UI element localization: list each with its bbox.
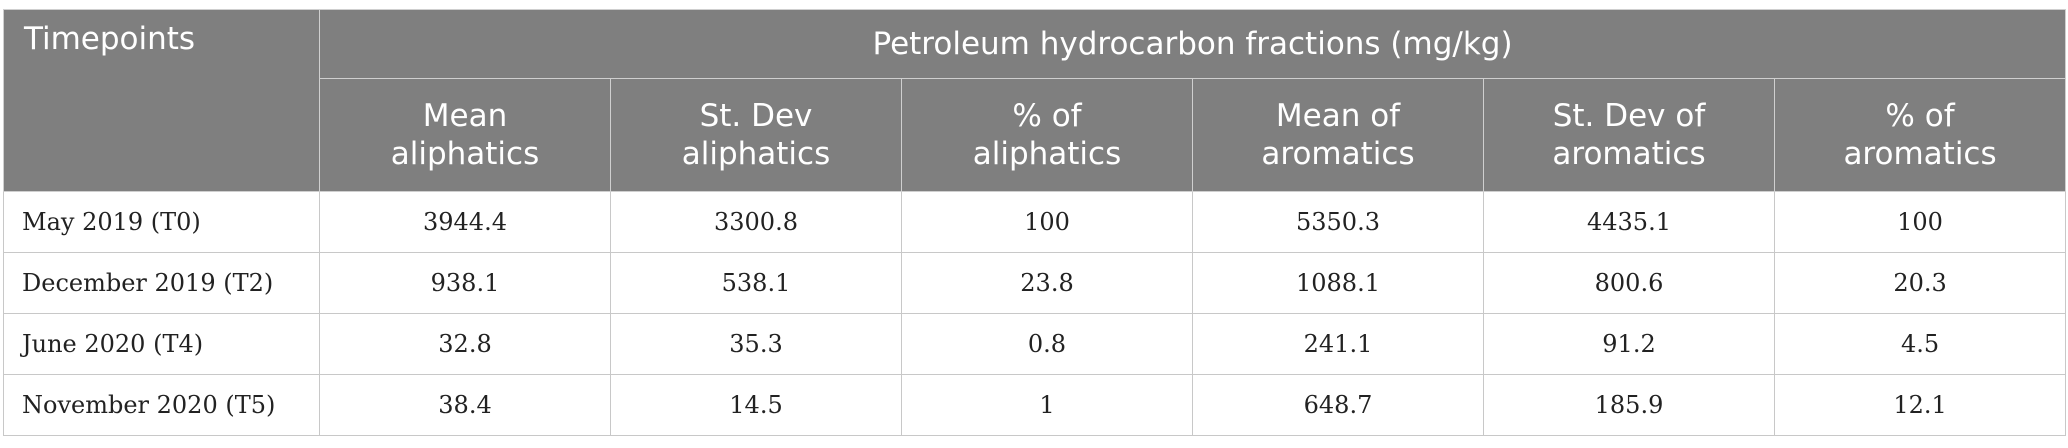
table-cell: 1088.1 xyxy=(1192,252,1484,314)
table-cell: 538.1 xyxy=(610,252,902,314)
column-header: Mean of aromatics xyxy=(1192,78,1484,192)
column-header: % of aromatics xyxy=(1773,78,2067,192)
table-cell: 1 xyxy=(901,374,1193,436)
table-wrap: Timepoints Petroleum hydrocarbon fractio… xyxy=(3,9,2067,436)
column-header: Mean aliphatics xyxy=(319,78,611,192)
table-cell: 648.7 xyxy=(1192,374,1484,436)
row-label: June 2020 (T4) xyxy=(3,313,320,375)
table-cell: 23.8 xyxy=(901,252,1193,314)
table-cell: 35.3 xyxy=(610,313,902,375)
header-cell: Timepoints xyxy=(3,9,320,192)
table-cell: 4.5 xyxy=(1773,313,2067,375)
table-row: November 2020 (T5) 38.4 14.5 1 648.7 185.9 12.… xyxy=(3,374,2067,436)
table-cell: 3300.8 xyxy=(610,191,902,253)
table-cell: 4435.1 xyxy=(1483,191,1775,253)
data-table: Timepoints Petroleum hydrocarbon fractio… xyxy=(3,9,2067,436)
table-cell: 100 xyxy=(1773,191,2067,253)
table-cell: 0.8 xyxy=(901,313,1193,375)
table-cell: 938.1 xyxy=(319,252,611,314)
group-header: Petroleum hydrocarbon fractions (mg/kg) xyxy=(318,9,2067,79)
table-cell: 185.9 xyxy=(1483,374,1775,436)
header-row: Timepoints Petroleum hydrocarbon fractio… xyxy=(3,9,2067,192)
table-head: Timepoints Petroleum hydrocarbon fractio… xyxy=(3,9,2067,192)
table-row: December 2019 (T2) 938.1 538.1 23.8 1088.1 80… xyxy=(3,252,2067,314)
table-cell: 3944.4 xyxy=(319,191,611,253)
column-header: St. Dev aliphatics xyxy=(610,78,902,192)
header-row: Mean aliphatics St. Dev aliphatics% of al… xyxy=(4,78,2067,192)
row-label: May 2019 (T0) xyxy=(3,191,320,253)
table-cell: 100 xyxy=(901,191,1193,253)
table-row: June 2020 (T4) 32.8 35.3 0.8 241.1 91.2 4.5 xyxy=(3,313,2067,375)
table-body: May 2019 (T0) 3944.4 3300.8 100 5350.3 4435.1… xyxy=(3,191,2067,436)
table-cell: 38.4 xyxy=(319,374,611,436)
row-label: December 2019 (T2) xyxy=(3,252,320,314)
table-cell: 241.1 xyxy=(1192,313,1484,375)
table-cell: 20.3 xyxy=(1773,252,2067,314)
table-cell: 14.5 xyxy=(610,374,902,436)
table-row: May 2019 (T0) 3944.4 3300.8 100 5350.3 4435.1… xyxy=(3,191,2067,253)
table-cell: 91.2 xyxy=(1483,313,1775,375)
column-header: % of aliphatics xyxy=(901,78,1193,192)
table-cell: 5350.3 xyxy=(1192,191,1484,253)
column-header: St. Dev of aromatics xyxy=(1483,78,1775,192)
table-cell: 32.8 xyxy=(319,313,611,375)
table-cell: 12.1 xyxy=(1773,374,2067,436)
table-cell: 800.6 xyxy=(1483,252,1775,314)
row-label: November 2020 (T5) xyxy=(3,374,320,436)
